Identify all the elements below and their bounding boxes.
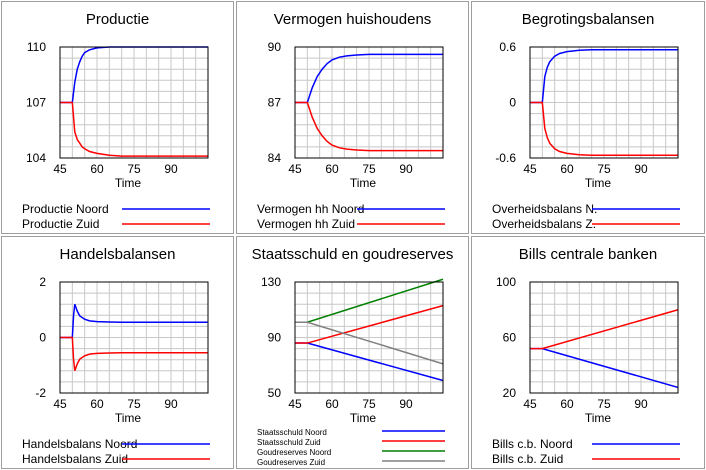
legend-label: Overheidsbalans N.: [492, 202, 597, 216]
series-line-2: [530, 101, 678, 156]
chart-svg: 45 60 75 90 Time -2 0 2 Handelsbalans NoordHande…: [22, 275, 210, 466]
x-tick-label: 60: [325, 397, 339, 411]
x-tick-label: 90: [164, 162, 178, 176]
x-tick-label: 75: [127, 397, 141, 411]
x-axis-label: Time: [585, 176, 612, 190]
x-axis-label: Time: [350, 411, 377, 425]
y-tick-label: 90: [268, 331, 282, 345]
x-tick-label: 45: [523, 162, 537, 176]
y-tick-label: 130: [261, 275, 281, 289]
x-axis-label: Time: [115, 411, 142, 425]
chart-title: Staatsschuld en goudreserves: [251, 246, 454, 263]
series-line-2: [295, 304, 444, 344]
x-tick-label: 60: [560, 397, 574, 411]
x-axis-label: Time: [585, 411, 612, 425]
chart-svg: 45 60 75 90 Time 104 107 110 Productie NoordProd…: [22, 40, 210, 231]
chart-svg: 45 60 75 90 Time 20 60 100 Bills c.b. NoordBills…: [492, 275, 680, 466]
chart-title: Productie: [85, 11, 150, 28]
y-tick-label: 20: [503, 386, 517, 400]
chart-svg: 45 60 75 90 Time 50 90 130 Staatsschuld NoordSta…: [257, 275, 445, 467]
x-tick-label: 90: [164, 397, 178, 411]
plot-frame: [59, 46, 209, 159]
y-tick-label: 60: [503, 331, 517, 345]
legend-label: Bills c.b. Noord: [492, 437, 573, 451]
legend-label: Handelsbalans Noord: [22, 437, 137, 451]
legend-label: Overheidsbalans Z.: [492, 217, 596, 231]
legend-label: Goudreserves Noord: [257, 448, 331, 457]
x-tick-label: 75: [362, 162, 376, 176]
x-tick-label: 45: [53, 397, 67, 411]
y-tick-label: 107: [26, 96, 46, 110]
chart-panel: Begrotingsbalansen 45 60 75 90 Time -0.6 0 0.6 Ov…: [471, 1, 705, 234]
y-tick-label: -0.6: [495, 151, 516, 165]
plot-frame: [529, 46, 679, 159]
x-tick-label: 45: [523, 397, 537, 411]
chart-title: Vermogen huishoudens: [273, 11, 432, 28]
y-tick-label: 2: [39, 275, 46, 289]
y-tick-label: 0.6: [499, 40, 516, 54]
chart-panel: Bills centrale banken 45 60 75 90 Time 20 60 100…: [471, 236, 705, 469]
chart-title: Bills centrale banken: [518, 246, 658, 263]
legend-label: Productie Zuid: [22, 217, 99, 231]
chart-title: Handelsbalansen: [59, 246, 176, 263]
y-tick-label: 0: [39, 331, 46, 345]
plot-frame: [294, 46, 444, 159]
y-tick-label: 100: [496, 275, 516, 289]
x-tick-label: 60: [325, 162, 339, 176]
x-axis-label: Time: [115, 176, 142, 190]
x-axis-label: Time: [350, 176, 377, 190]
legend-label: Productie Noord: [22, 202, 109, 216]
x-tick-label: 90: [399, 397, 413, 411]
plot-frame: [59, 281, 209, 394]
chart-svg: 45 60 75 90 Time 84 87 90 Vermogen hh NoordVermo…: [257, 40, 445, 231]
plot-frame: [294, 281, 444, 394]
x-tick-label: 60: [560, 162, 574, 176]
y-tick-label: 90: [268, 40, 282, 54]
x-tick-label: 90: [399, 162, 413, 176]
y-tick-label: -2: [35, 386, 46, 400]
series-line-1: [60, 303, 208, 339]
y-tick-label: 50: [268, 386, 282, 400]
legend-label: Handelsbalans Zuid: [22, 452, 128, 466]
series-line-1: [295, 53, 443, 104]
x-tick-label: 75: [127, 162, 141, 176]
chart-panel: Productie 45 60 75 90 Time 104 107 110 Productie …: [1, 1, 234, 234]
y-tick-label: 0: [509, 96, 516, 110]
y-tick-label: 110: [27, 40, 46, 54]
y-tick-label: 104: [26, 151, 46, 165]
chart-panel: Handelsbalansen 45 60 75 90 Time -2 0 2 Handelsba…: [1, 236, 234, 469]
series-line-2: [295, 101, 443, 152]
x-tick-label: 75: [597, 162, 611, 176]
legend-label: Vermogen hh Noord: [257, 202, 364, 216]
chart-panel: Vermogen huishoudens 45 60 75 90 Time 84 87 90 Ve…: [236, 1, 469, 234]
x-tick-label: 90: [634, 397, 648, 411]
x-tick-label: 45: [288, 397, 302, 411]
x-tick-label: 60: [90, 162, 104, 176]
x-tick-label: 45: [288, 162, 302, 176]
legend-label: Bills c.b. Zuid: [492, 452, 563, 466]
legend-label: Goudreserves Zuid: [257, 458, 325, 467]
chart-title: Begrotingsbalansen: [521, 11, 655, 28]
series-line-2: [60, 336, 208, 372]
chart-panel: Staatsschuld en goudreserves 45 60 75 90 Time…: [236, 236, 469, 469]
x-tick-label: 75: [597, 397, 611, 411]
legend-label: Staatsschuld Noord: [257, 428, 327, 437]
series-line-1: [530, 49, 678, 104]
plot-frame: [529, 281, 679, 394]
chart-svg: 45 60 75 90 Time -0.6 0 0.6 Overheidsbalans N.Ov…: [492, 40, 680, 231]
legend-label: Staatsschuld Zuid: [257, 438, 321, 447]
series-line-2: [60, 101, 208, 157]
legend-label: Vermogen hh Zuid: [257, 217, 355, 231]
x-tick-label: 60: [90, 397, 104, 411]
series-line-4: [295, 321, 444, 365]
series-line-2: [530, 309, 679, 350]
x-tick-label: 90: [634, 162, 648, 176]
y-tick-label: 84: [268, 151, 282, 165]
x-tick-label: 45: [53, 162, 67, 176]
x-tick-label: 75: [362, 397, 376, 411]
y-tick-label: 87: [268, 96, 282, 110]
